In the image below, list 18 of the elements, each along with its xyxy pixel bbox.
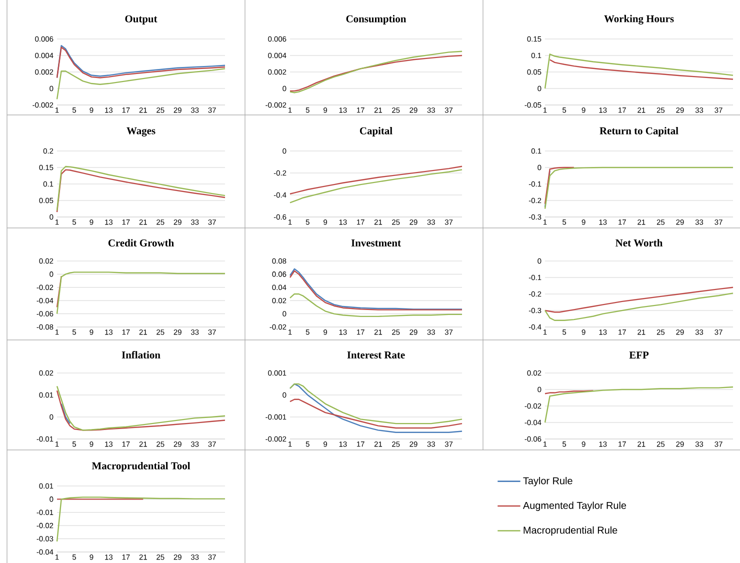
line-series (544, 166, 575, 204)
chart-title: Net Worth (616, 239, 663, 246)
chart-title: Investment (351, 240, 401, 246)
line-series (549, 59, 734, 80)
chart-title: Wages (126, 127, 156, 136)
legend-label: Taylor Rule (523, 476, 572, 486)
chart-title: Macroprudential Tool (92, 462, 190, 472)
legend-label: Augmented Taylor Rule (522, 502, 626, 511)
chart-title: Inflation (122, 351, 160, 358)
legend-label: Macroprudential Rule (524, 526, 618, 536)
chart-title: Output (125, 15, 158, 24)
chart-title: Consumption (346, 15, 406, 24)
chart-title: Interest Rate (347, 352, 405, 358)
chart-title: Working Hours (604, 14, 674, 24)
chart-title: Credit Growth (108, 239, 174, 246)
chart-title: Capital (360, 127, 392, 136)
chart-title: EFP (629, 352, 649, 358)
chart-title: Return to Capital (600, 127, 678, 136)
